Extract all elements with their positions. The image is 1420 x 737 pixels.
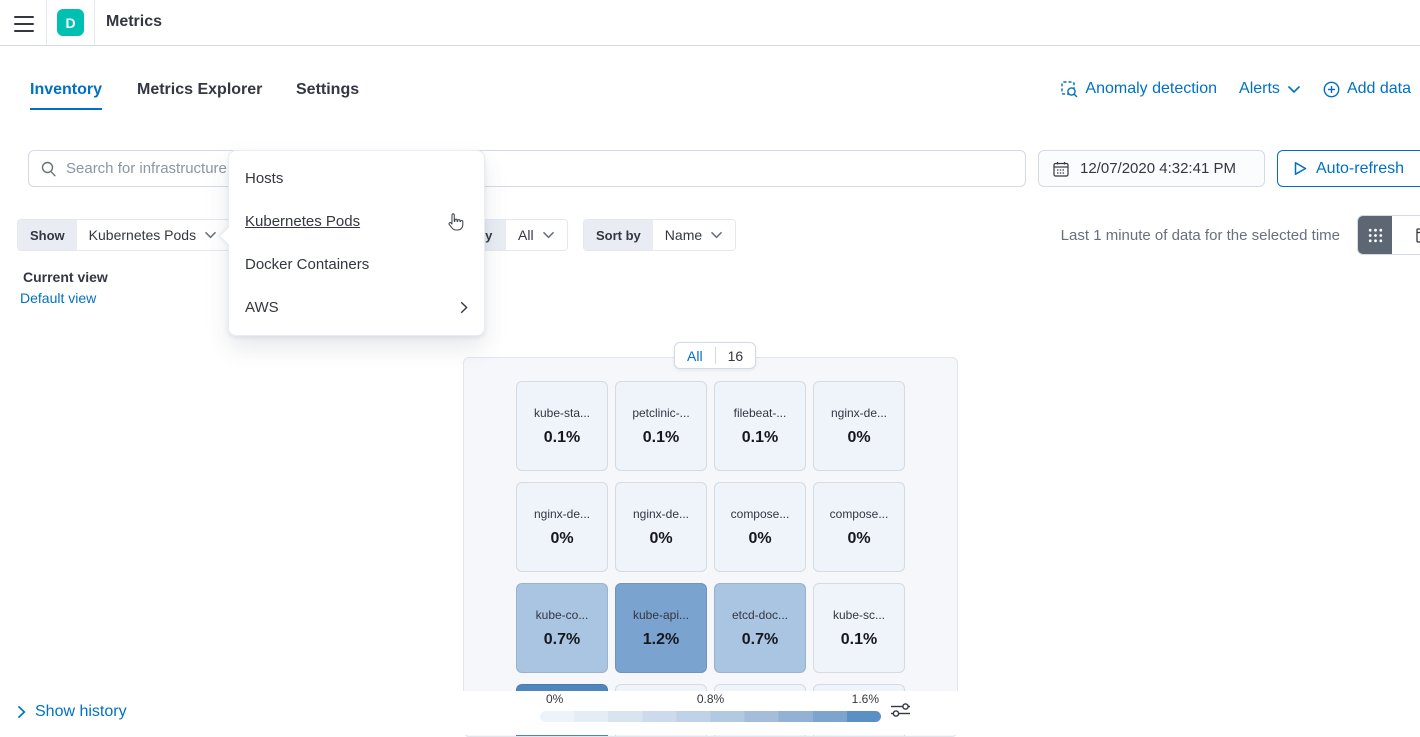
chevron-down-icon [710, 231, 723, 239]
pod-name: nginx-de... [633, 507, 689, 521]
pod-metric-value: 0.1% [742, 429, 778, 447]
legend-tick-mid: 0.8% [540, 692, 881, 706]
chevron-down-icon [1287, 85, 1301, 94]
bottom-bar: Show history 0% 0.8% 1.6% [0, 691, 1420, 735]
badge-count: 16 [716, 348, 756, 364]
pod-name: kube-co... [536, 608, 589, 622]
pod-tile[interactable]: filebeat-... 0.1% [714, 381, 806, 471]
legend-ticks: 0% 0.8% 1.6% [540, 692, 881, 707]
pod-metric-value: 0% [847, 429, 870, 447]
show-control: Show Kubernetes Pods [17, 219, 230, 251]
group-by-select[interactable]: All [506, 220, 567, 250]
chevron-right-icon [17, 705, 26, 719]
current-view-label: Current view [23, 269, 108, 285]
waffle-grid: kube-sta...0.1%petclinic-...0.1%filebeat… [516, 381, 905, 737]
play-icon [1294, 161, 1307, 176]
pod-tile[interactable]: compose... 0% [813, 482, 905, 572]
map-view-button[interactable] [1358, 216, 1392, 254]
data-timespan-note: Last 1 minute of data for the selected t… [1061, 227, 1340, 244]
menu-icon[interactable] [12, 11, 36, 35]
pod-name: compose... [731, 507, 790, 521]
calendar-icon [1053, 161, 1069, 177]
legend-options-icon[interactable] [890, 701, 911, 720]
plus-circle-icon [1323, 81, 1340, 98]
pod-name: kube-sc... [833, 608, 885, 622]
anomaly-detection-icon [1061, 81, 1078, 98]
pod-metric-value: 0.7% [544, 631, 580, 649]
pod-name: kube-api... [633, 608, 689, 622]
chevron-right-icon [460, 301, 468, 314]
search-input[interactable] [66, 160, 1013, 177]
grid-dots-icon [1368, 228, 1383, 243]
default-view-link[interactable]: Default view [20, 290, 96, 306]
pod-name: kube-sta... [534, 406, 590, 420]
pod-metric-value: 0.1% [643, 429, 679, 447]
menu-item-aws[interactable]: AWS [229, 286, 484, 329]
date-picker[interactable]: 12/07/2020 4:32:41 PM [1038, 150, 1265, 187]
sort-by-label: Sort by [584, 220, 653, 250]
header-divider [46, 0, 47, 45]
sort-by-select[interactable]: Name [653, 220, 735, 250]
legend-tick-max: 1.6% [852, 692, 879, 706]
menu-item-kubernetes-pods[interactable]: Kubernetes Pods [229, 200, 484, 243]
pod-tile[interactable]: nginx-de... 0% [516, 482, 608, 572]
table-icon [1416, 228, 1420, 243]
waffle-map: kube-sta...0.1%petclinic-...0.1%filebeat… [463, 357, 958, 737]
menu-item-hosts[interactable]: Hosts [229, 157, 484, 200]
pod-name: nginx-de... [534, 507, 590, 521]
app-header: D Metrics [0, 0, 1420, 46]
pod-name: filebeat-... [734, 406, 787, 420]
waffle-legend: 0% 0.8% 1.6% [540, 692, 881, 722]
pod-tile[interactable]: petclinic-... 0.1% [615, 381, 707, 471]
pod-metric-value: 0% [748, 530, 771, 548]
group-all-badge[interactable]: All 16 [674, 342, 756, 369]
search-bar [28, 150, 1026, 187]
date-picker-value: 12/07/2020 4:32:41 PM [1080, 160, 1236, 177]
legend-gradient-bar [540, 711, 881, 722]
sort-by-control: Sort by Name [583, 219, 736, 251]
top-actions: Anomaly detection Alerts Add data [1061, 80, 1411, 98]
pod-tile[interactable]: kube-api... 1.2% [615, 583, 707, 673]
add-data-link[interactable]: Add data [1323, 80, 1411, 98]
pod-name: nginx-de... [831, 406, 887, 420]
auto-refresh-button[interactable]: Auto-refresh [1277, 150, 1420, 187]
search-icon [41, 161, 57, 177]
pod-tile[interactable]: compose... 0% [714, 482, 806, 572]
pod-metric-value: 0.1% [841, 631, 877, 649]
pod-tile[interactable]: kube-co... 0.7% [516, 583, 608, 673]
pod-tile[interactable]: kube-sc... 0.1% [813, 583, 905, 673]
pod-metric-value: 0% [649, 530, 672, 548]
pod-metric-value: 0% [550, 530, 573, 548]
pod-tile[interactable]: kube-sta... 0.1% [516, 381, 608, 471]
pod-tile[interactable]: etcd-doc... 0.7% [714, 583, 806, 673]
pod-tile[interactable]: nginx-de... 0% [813, 381, 905, 471]
pod-name: compose... [830, 507, 889, 521]
tab-metrics-explorer[interactable]: Metrics Explorer [137, 81, 262, 99]
header-divider [94, 0, 95, 45]
show-history-link[interactable]: Show history [17, 703, 127, 721]
show-label: Show [18, 220, 77, 250]
chevron-down-icon [542, 231, 555, 239]
page-title: Metrics [106, 13, 162, 31]
alerts-menu[interactable]: Alerts [1239, 80, 1301, 98]
menu-item-docker-containers[interactable]: Docker Containers [229, 243, 484, 286]
tab-inventory[interactable]: Inventory [30, 81, 102, 99]
show-dropdown-menu: Hosts Kubernetes Pods Docker Containers … [228, 150, 485, 336]
pod-metric-value: 0% [847, 530, 870, 548]
show-select[interactable]: Kubernetes Pods [77, 220, 229, 250]
app-logo[interactable]: D [57, 9, 84, 36]
pod-tile[interactable]: nginx-de... 0% [615, 482, 707, 572]
chevron-down-icon [204, 231, 217, 239]
anomaly-detection-link[interactable]: Anomaly detection [1061, 80, 1217, 98]
badge-label: All [675, 348, 715, 364]
tab-settings[interactable]: Settings [296, 81, 359, 99]
pod-metric-value: 1.2% [643, 631, 679, 649]
pod-name: etcd-doc... [732, 608, 788, 622]
view-toggle-group [1357, 215, 1420, 255]
pod-metric-value: 0.1% [544, 429, 580, 447]
pod-metric-value: 0.7% [742, 631, 778, 649]
pod-name: petclinic-... [632, 406, 689, 420]
table-view-button[interactable] [1392, 216, 1420, 254]
